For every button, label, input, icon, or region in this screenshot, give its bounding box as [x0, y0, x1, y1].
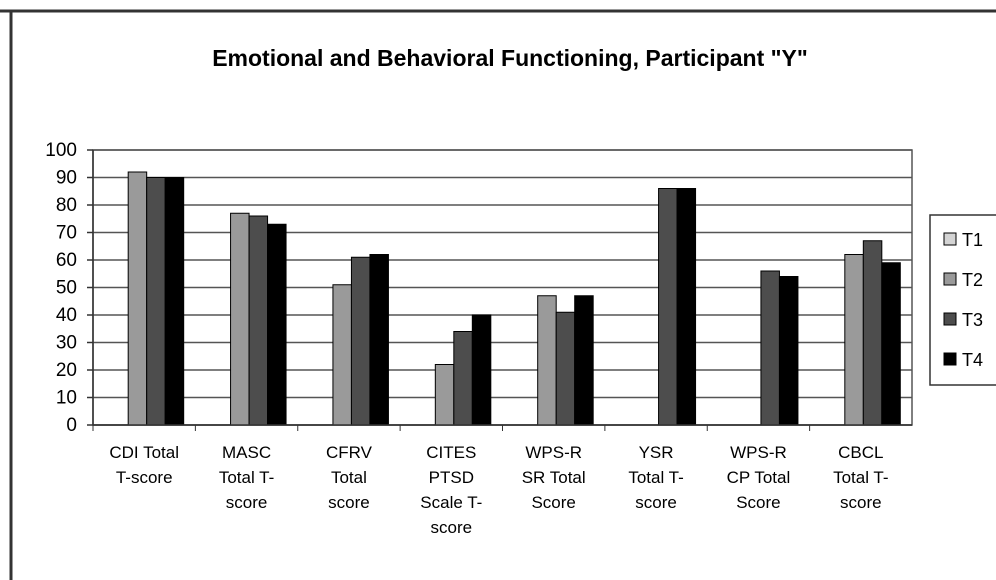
x-tick-label: CFRV Total score — [326, 443, 373, 512]
bar — [127, 171, 148, 426]
x-tick-label: WPS-R CP Total Score — [727, 443, 791, 512]
bar — [760, 270, 780, 426]
legend-label: T4 — [962, 350, 983, 370]
y-tick-label: 40 — [56, 305, 77, 326]
y-tick-label: 30 — [56, 333, 77, 354]
bar — [369, 254, 389, 426]
bar — [658, 188, 678, 426]
legend-swatch — [943, 272, 957, 286]
y-tick-label: 90 — [56, 168, 77, 189]
bar — [778, 276, 799, 426]
bar — [248, 215, 269, 426]
x-tick-label: WPS-R SR Total Score — [522, 443, 586, 512]
y-tick-label: 60 — [56, 250, 77, 271]
y-tick-label: 20 — [56, 360, 77, 381]
x-tick-label: YSR Total T-score — [628, 443, 683, 512]
y-tick-label: 10 — [56, 388, 77, 409]
y-tick-label: 50 — [56, 278, 77, 299]
bar — [267, 223, 287, 426]
bar — [434, 364, 455, 426]
legend-swatch — [943, 352, 957, 366]
legend-label: T3 — [962, 310, 983, 330]
legend-box — [929, 214, 996, 386]
bar — [862, 240, 883, 426]
bar — [574, 295, 594, 426]
bar — [146, 177, 166, 426]
x-tick-label: MASC Total T-score — [219, 443, 274, 512]
y-tick-label: 80 — [56, 195, 77, 216]
bar — [164, 177, 185, 426]
x-tick-label: CBCL Total T-score — [833, 443, 888, 512]
legend-label: T2 — [962, 270, 983, 290]
y-tick-label: 100 — [45, 140, 77, 161]
bar — [676, 188, 697, 426]
legend-label: T1 — [962, 230, 983, 250]
bar — [230, 212, 250, 426]
x-tick-label: CITES PTSD Scale T-score — [420, 443, 482, 537]
bar — [844, 254, 864, 426]
bar — [453, 331, 473, 426]
legend-swatch — [943, 232, 957, 246]
y-tick-label: 0 — [66, 415, 77, 436]
bar — [350, 256, 371, 426]
bar — [881, 262, 901, 426]
bar — [471, 314, 492, 426]
bar — [537, 295, 557, 426]
bar — [555, 311, 576, 426]
x-tick-label: CDI Total T-score — [109, 443, 179, 487]
legend-swatch — [943, 312, 957, 326]
y-tick-label: 70 — [56, 223, 77, 244]
chart-title: Emotional and Behavioral Functioning, Pa… — [212, 45, 808, 71]
bar — [332, 284, 352, 426]
